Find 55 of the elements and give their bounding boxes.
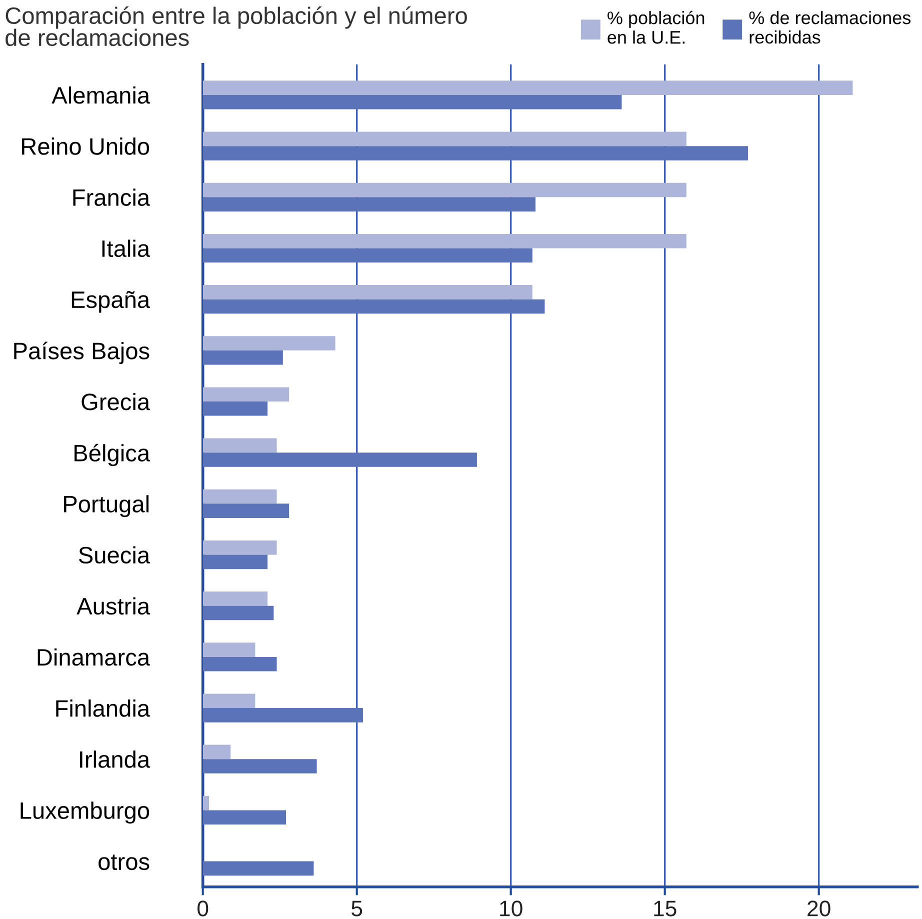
bar: [202, 606, 274, 620]
y-tick-label: Alemania: [52, 86, 150, 104]
x-tick-label: 15: [654, 900, 676, 916]
x-tick-label: 20: [808, 900, 830, 916]
bar: [202, 592, 268, 606]
bar: [202, 80, 853, 95]
x-tick-label: 5: [352, 900, 362, 916]
bar: [202, 554, 268, 570]
bar: [202, 350, 283, 365]
bar: [202, 861, 314, 876]
y-tick-label: otros: [98, 854, 150, 870]
chart-title: Comparación entre la población y el número de reclamaciones: [6, 6, 467, 46]
bar: [202, 810, 286, 825]
bar: [202, 540, 277, 555]
legend-label: % de reclamaciones recibidas: [749, 10, 911, 44]
y-tick-label: Francia: [73, 188, 150, 206]
y-tick-label: Reino Unido: [22, 138, 150, 155]
bar: [202, 299, 545, 314]
legend-label: % población en la U.E.: [608, 10, 704, 44]
bar: [202, 234, 686, 248]
bar: [202, 656, 277, 672]
y-tick-label: Luxemburgo: [20, 802, 150, 824]
bar: [202, 489, 277, 504]
y-tick-label: Bélgica: [74, 444, 150, 466]
y-tick-label: Finlandia: [56, 699, 150, 717]
bar: [202, 759, 317, 774]
y-tick-label: Austria: [76, 597, 150, 615]
y-tick-label: Portugal: [64, 495, 148, 518]
bar: [202, 796, 209, 810]
bar: [202, 642, 256, 657]
y-tick-label: Dinamarca: [38, 648, 150, 666]
y-tick-label: Irlanda: [80, 750, 150, 768]
x-tick-label: 10: [500, 900, 522, 916]
bar: [202, 132, 686, 146]
bar: [202, 402, 268, 416]
bar: [202, 504, 290, 518]
y-tick-label: España: [72, 290, 150, 313]
bar: [202, 694, 256, 708]
bar: [202, 387, 290, 402]
bar: [202, 438, 277, 453]
y-tick-label: Suecia: [78, 546, 150, 564]
bar: [202, 452, 477, 467]
bar: [202, 744, 231, 760]
x-tick-label: 0: [198, 900, 208, 916]
y-tick-label: Grecia: [82, 392, 150, 410]
bar: [202, 94, 622, 110]
y-tick-label: Italia: [102, 240, 150, 258]
bar: [202, 336, 336, 350]
bar: [202, 146, 748, 160]
bar: [202, 248, 532, 263]
bar: [202, 708, 363, 722]
bar: [202, 197, 536, 212]
bar: [202, 182, 686, 198]
y-tick-label: Países Bajos: [14, 342, 150, 364]
bar: [202, 285, 532, 300]
